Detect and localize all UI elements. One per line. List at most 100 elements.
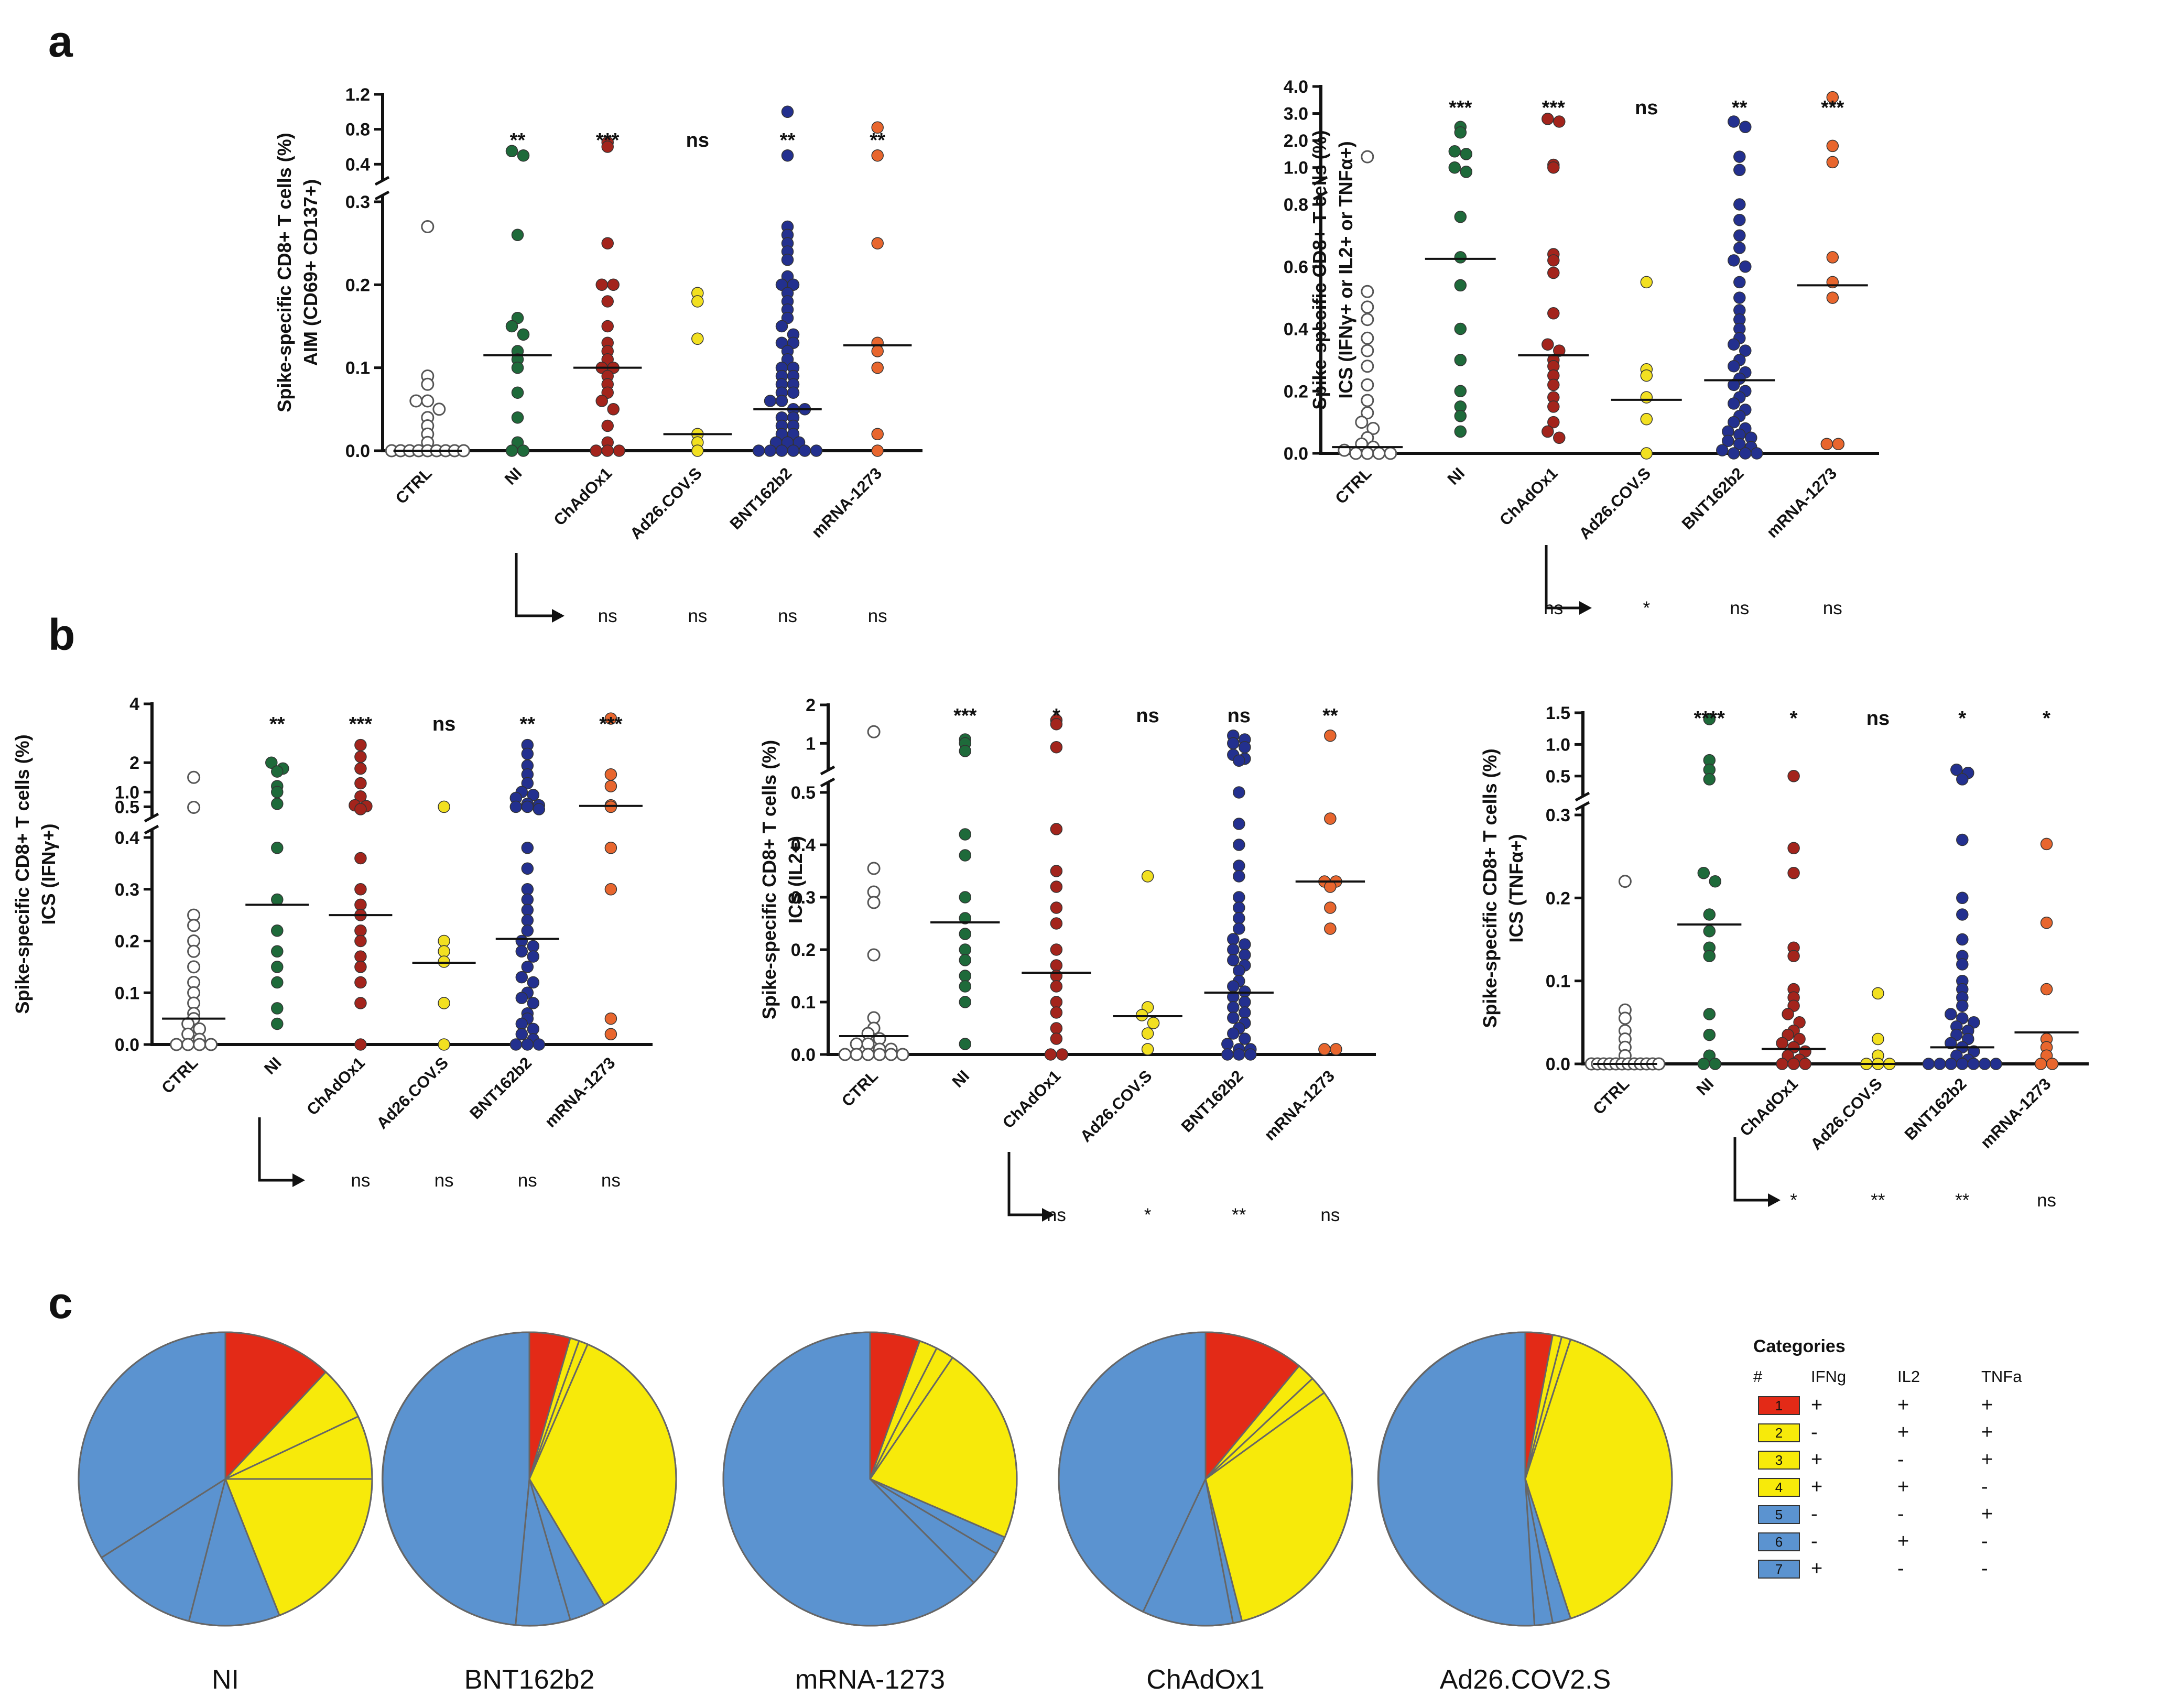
- data-point-BNT162b2: [1233, 754, 1245, 767]
- significance-label: **: [510, 129, 526, 151]
- legend-il2: +: [1897, 1476, 1909, 1498]
- data-point-BNT162b2: [1945, 1008, 1957, 1020]
- data-point-mRNA-1273: [1324, 922, 1337, 935]
- legend-il2: +: [1897, 1530, 1909, 1552]
- data-point-CTRL: [1355, 416, 1369, 429]
- data-point-BNT162b2: [1728, 360, 1740, 373]
- data-point-CTRL: [409, 394, 423, 408]
- data-point-mRNA-1273: [2034, 1058, 2047, 1070]
- data-point-CTRL: [187, 770, 201, 784]
- data-point-Ad26.COV.S: [1147, 1017, 1160, 1029]
- data-point-CTRL: [1361, 300, 1374, 314]
- x-tick-label: NI: [1444, 464, 1469, 488]
- data-point-BNT162b2: [1733, 150, 1746, 163]
- data-point-BNT162b2: [527, 976, 540, 989]
- legend-tnfa: +: [1981, 1421, 1993, 1443]
- data-point-BNT162b2: [1227, 980, 1240, 993]
- data-point-CTRL: [187, 960, 201, 974]
- data-point-ChAdOx1: [354, 1038, 367, 1051]
- data-point-mRNA-1273: [604, 712, 617, 725]
- legend-number: 2: [1775, 1425, 1783, 1441]
- data-point-NI: [1454, 410, 1467, 422]
- data-point-NI: [265, 756, 278, 769]
- data-point-NI: [959, 943, 972, 956]
- data-point-BNT162b2: [1728, 115, 1740, 128]
- data-point-BNT162b2: [1227, 943, 1240, 956]
- data-point-BNT162b2: [527, 1022, 540, 1036]
- data-point-ChAdOx1: [595, 395, 608, 407]
- data-point-ChAdOx1: [354, 924, 367, 937]
- data-point-ChAdOx1: [1050, 865, 1063, 877]
- y-tick-label: 2: [806, 695, 816, 715]
- y-tick-label: 0.0: [791, 1045, 816, 1065]
- data-point-ChAdOx1: [1553, 115, 1566, 128]
- panel-label-b: b: [48, 610, 75, 659]
- scatter-chart-2: 0.0 0.2 0.4 0.6 0.8 1.0 2.0 3.0 4.0 Spike-specifi…: [1284, 77, 1879, 618]
- data-point-NI: [959, 912, 972, 924]
- data-point-ChAdOx1: [1050, 959, 1063, 972]
- data-point-BNT162b2: [515, 945, 528, 958]
- axis-break-mark: [1312, 176, 1328, 186]
- significance-label: *: [1052, 705, 1060, 727]
- data-point-BNT162b2: [1733, 229, 1746, 242]
- data-point-BNT162b2: [1233, 922, 1245, 935]
- data-point-BNT162b2: [1733, 438, 1746, 450]
- data-point-BNT162b2: [1922, 1058, 1935, 1070]
- data-point-BNT162b2: [1956, 958, 1969, 971]
- legend-swatch: [1758, 1423, 1800, 1442]
- data-point-BNT162b2: [527, 950, 540, 963]
- data-point-ChAdOx1: [354, 803, 367, 815]
- y-tick-label: 0.5: [791, 783, 816, 803]
- data-point-ChAdOx1: [607, 403, 620, 416]
- data-point-ChAdOx1: [1542, 338, 1554, 351]
- data-point-NI: [271, 976, 284, 989]
- data-point-CTRL: [204, 1038, 218, 1051]
- y-tick-label: 0.1: [345, 358, 370, 378]
- comparison-label: ns: [1730, 598, 1749, 618]
- data-point-ChAdOx1: [1050, 823, 1063, 835]
- y-tick-label: 0.3: [1546, 806, 1570, 825]
- data-point-NI: [517, 444, 530, 457]
- comparison-arrow: [1545, 545, 1580, 610]
- data-point-ChAdOx1: [613, 444, 625, 457]
- data-point-NI: [1460, 148, 1473, 160]
- y-tick-label: 1.0: [115, 782, 139, 802]
- data-point-mRNA-1273: [604, 1028, 617, 1041]
- y-axis-label: Spike-specific CD8+ T cells (%): [758, 740, 780, 1019]
- data-point-NI: [1703, 1008, 1716, 1020]
- data-point-CTRL: [1361, 360, 1374, 373]
- data-point-BNT162b2: [527, 789, 540, 801]
- comparison-arrow: [258, 1117, 294, 1182]
- data-point-BNT162b2: [1239, 938, 1251, 951]
- data-point-CTRL: [867, 725, 881, 738]
- comparison-label: ns: [518, 1170, 537, 1191]
- y-tick-label: 4.0: [1284, 77, 1308, 97]
- x-tick-label: BNT162b2: [1178, 1067, 1247, 1136]
- data-point-NI: [1454, 354, 1467, 366]
- data-point-BNT162b2: [752, 444, 765, 457]
- significance-label: **: [1732, 97, 1747, 119]
- scatter-chart-5: 0.0 0.1 0.2 0.3 0.5 1.0 1.5 Spike-specific CD8+…: [1479, 703, 2089, 1211]
- data-point-mRNA-1273: [871, 428, 884, 441]
- data-point-ChAdOx1: [1553, 431, 1566, 444]
- data-point-CTRL: [867, 896, 881, 909]
- data-point-BNT162b2: [1956, 999, 1969, 1012]
- legend-ifng: +: [1811, 1394, 1822, 1416]
- data-point-BNT162b2: [1751, 447, 1763, 460]
- data-point-mRNA-1273: [871, 237, 884, 249]
- data-point-CTRL: [421, 394, 435, 408]
- x-tick-label: BNT162b2: [1678, 464, 1747, 533]
- data-point-mRNA-1273: [1318, 1043, 1331, 1056]
- data-point-mRNA-1273: [604, 768, 617, 781]
- significance-label: *: [1958, 708, 1966, 730]
- data-point-BNT162b2: [515, 934, 528, 948]
- legend-il2: +: [1897, 1421, 1909, 1443]
- data-point-BNT162b2: [1239, 949, 1251, 961]
- data-point-CTRL: [421, 220, 435, 233]
- arrow-head-icon: [1579, 601, 1592, 615]
- data-point-BNT162b2: [1739, 447, 1752, 460]
- pie-chart-5: Ad26.COV2.S: [1377, 1331, 1673, 1695]
- data-point-ChAdOx1: [1050, 880, 1063, 893]
- y-tick-label: 0.0: [1284, 444, 1308, 464]
- axis-break-mark: [820, 765, 835, 776]
